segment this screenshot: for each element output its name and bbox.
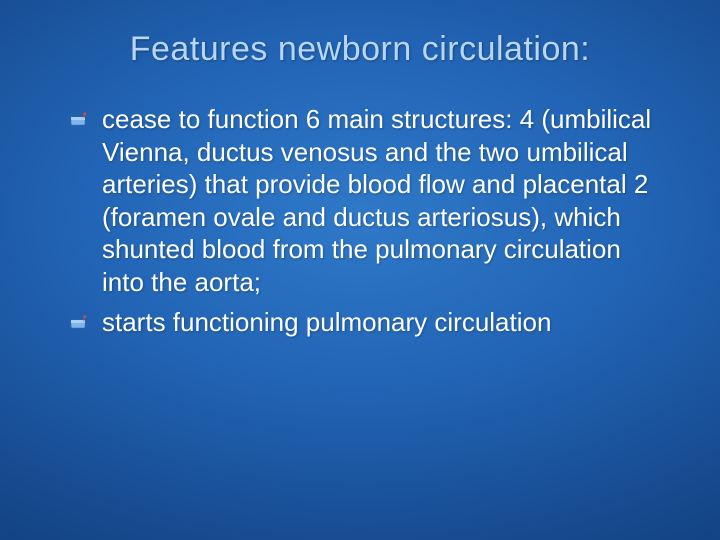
bullet-item: starts functioning pulmonary circulation — [70, 306, 660, 339]
mailbox-icon — [70, 111, 88, 129]
slide-title: Features newborn circulation: — [60, 30, 660, 69]
slide-body: cease to function 6 main structures: 4 (… — [60, 103, 660, 339]
bullet-text: cease to function 6 main structures: 4 (… — [102, 103, 660, 298]
bullet-text: starts functioning pulmonary circulation — [102, 306, 551, 339]
mailbox-icon — [70, 314, 88, 332]
slide: Features newborn circulation: cease to f… — [0, 0, 720, 540]
bullet-item: cease to function 6 main structures: 4 (… — [70, 103, 660, 298]
